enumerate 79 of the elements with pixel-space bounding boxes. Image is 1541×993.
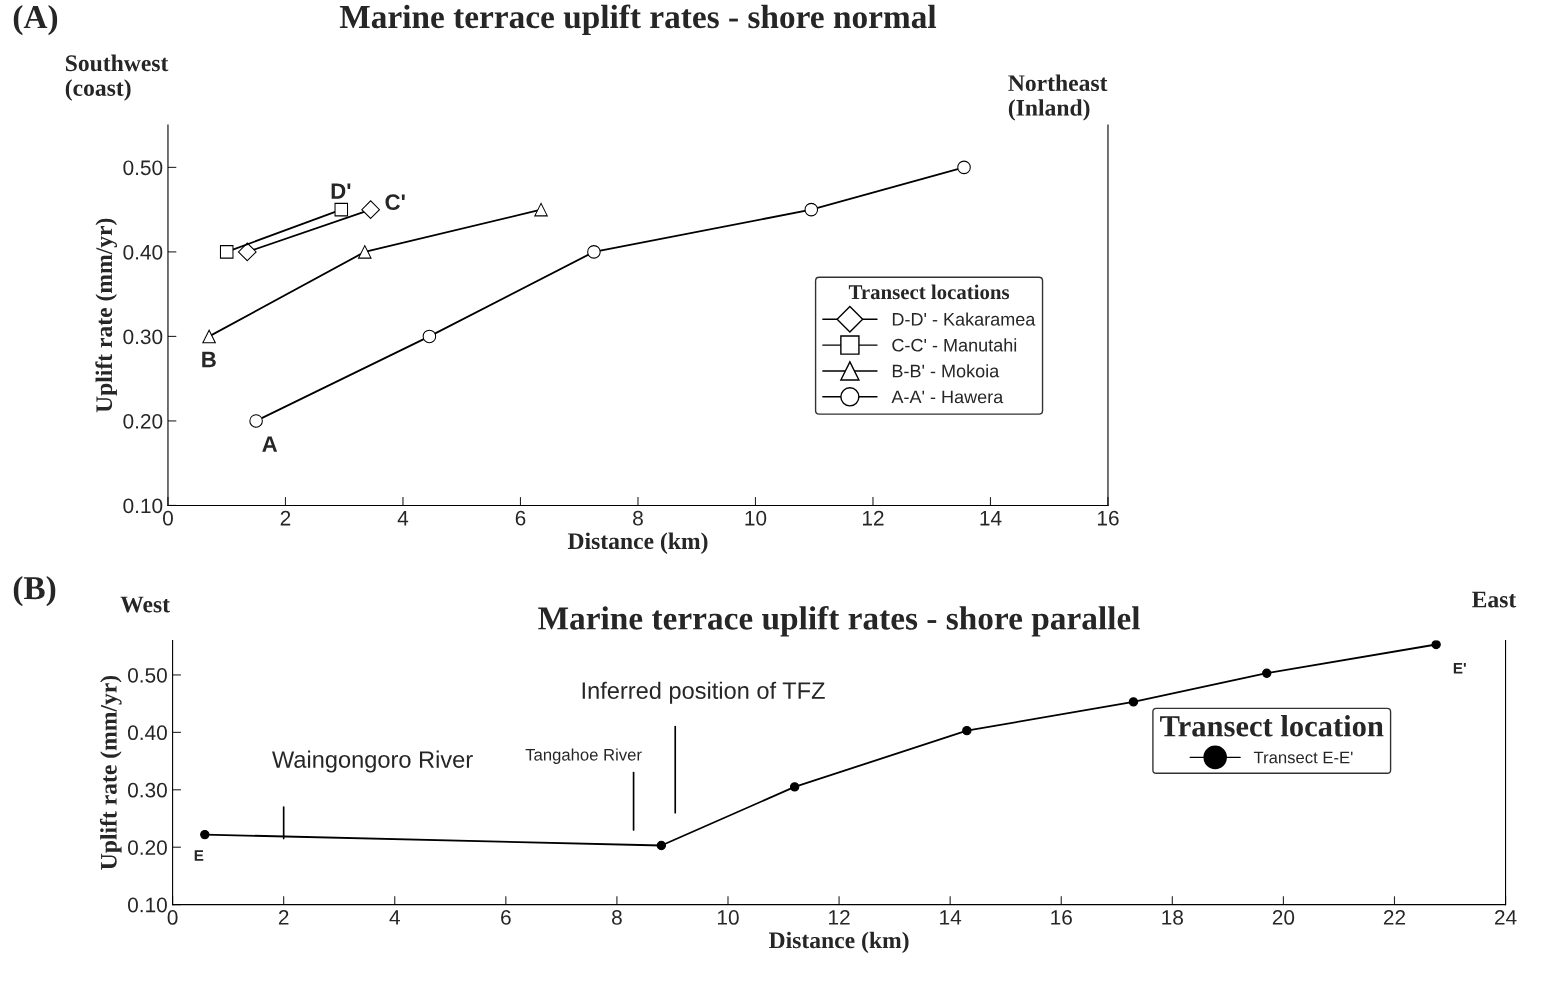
point — [422, 329, 437, 344]
y-tick-label: 0.50 — [128, 667, 167, 683]
point — [1431, 640, 1441, 650]
point — [1128, 697, 1139, 707]
point — [358, 245, 372, 259]
y-tick-label: 0.30 — [128, 782, 167, 798]
text: (B) — [13, 575, 56, 607]
x-tick-label: 0 — [167, 910, 178, 925]
point — [361, 200, 381, 219]
x-tick-label: 18 — [1162, 910, 1183, 925]
x-tick-label: 10 — [745, 510, 767, 526]
y-axis-title: Uplift rate (mm/yr) — [99, 675, 122, 870]
x-tick-label: 10 — [718, 910, 739, 925]
point — [804, 202, 819, 217]
point — [219, 245, 234, 259]
chart-title: Marine terrace uplift rates - shore parallel — [538, 605, 1140, 637]
annotation: B — [202, 351, 216, 368]
legend-label: Transect E-E' — [1253, 751, 1353, 764]
y-tick-label: 0.20 — [123, 413, 163, 429]
legend-label: B-B' - Mokoia — [892, 364, 1000, 378]
y-tick-label: 0.20 — [128, 840, 167, 855]
text: Southwest (coast) — [65, 54, 169, 101]
point — [200, 829, 210, 840]
x-tick-label: 16 — [1051, 910, 1072, 925]
point — [789, 782, 800, 792]
annotation: E' — [1453, 662, 1466, 674]
x-tick-label: 8 — [633, 510, 643, 526]
x-tick-label: 24 — [1495, 910, 1517, 925]
point — [249, 414, 263, 428]
legend-label: D-D' - Kakaramea — [892, 312, 1036, 326]
y-tick-label: 0.40 — [128, 725, 167, 741]
y-tick-label: 0.10 — [123, 498, 163, 514]
annotation: D' — [331, 183, 351, 199]
y-axis-title: Uplift rate (mm/yr) — [95, 218, 118, 413]
point — [534, 202, 548, 217]
x-tick-label: 14 — [940, 910, 962, 925]
x-tick-label: 16 — [1097, 510, 1119, 526]
x-axis-title: Distance (km) — [567, 532, 708, 554]
point — [237, 242, 257, 262]
x-axis-title: Distance (km) — [769, 931, 909, 954]
x-tick-label: 14 — [980, 511, 1002, 526]
y-tick-label: 0.30 — [123, 329, 163, 345]
y-tick-label: 0.10 — [128, 897, 167, 913]
annotation: E — [194, 850, 204, 861]
x-tick-label: 0 — [162, 510, 173, 526]
x-tick-label: 2 — [278, 910, 289, 925]
chart-title: Marine terrace uplift rates - shore normal — [339, 4, 937, 35]
point — [656, 840, 667, 851]
y-tick-label: 0.40 — [123, 244, 163, 260]
point — [334, 202, 349, 217]
x-tick-label: 12 — [862, 510, 884, 526]
text: (A) — [13, 4, 58, 36]
point — [587, 245, 601, 259]
annotation: A — [262, 436, 278, 452]
x-tick-label: 8 — [612, 910, 622, 925]
x-tick-label: 12 — [829, 910, 850, 925]
x-tick-label: 22 — [1383, 910, 1406, 925]
x-tick-label: 2 — [280, 510, 291, 526]
x-tick-label: 6 — [515, 510, 526, 526]
point — [962, 725, 972, 736]
ref-line-label: Inferred position of TFZ — [582, 681, 825, 704]
x-tick-label: 6 — [501, 910, 511, 925]
text: Northeast (Inland) — [1008, 74, 1108, 121]
ref-line-label: Waingongoro River — [272, 750, 473, 773]
legend-label: C-C' - Manutahi — [892, 338, 1017, 352]
legend-label: A-A' - Hawera — [891, 390, 1004, 404]
x-tick-label: 4 — [389, 910, 400, 925]
legend-title: Transect location — [1160, 715, 1384, 737]
x-tick-label: 20 — [1272, 910, 1295, 925]
x-tick-label: 4 — [397, 511, 409, 526]
y-tick-label: 0.50 — [123, 160, 163, 176]
point — [957, 160, 971, 175]
text: East — [1472, 591, 1517, 608]
text: West — [120, 596, 170, 613]
point — [1262, 668, 1272, 678]
point — [202, 329, 216, 344]
annotation: C' — [385, 194, 405, 211]
ref-line-label: Tangahoe River — [525, 748, 642, 764]
legend-title: Transect locations — [848, 284, 1010, 300]
